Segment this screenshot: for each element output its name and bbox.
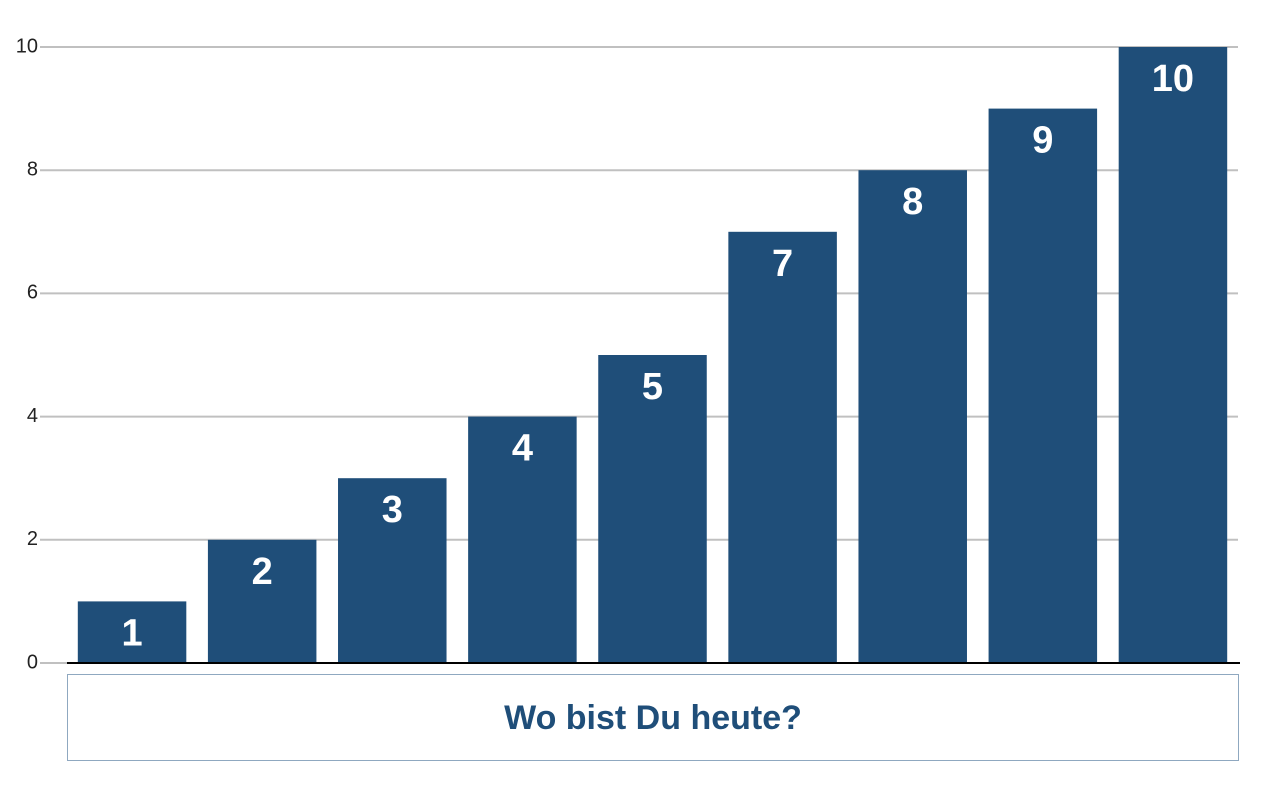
bar (468, 416, 577, 663)
data-label: 5 (642, 366, 663, 408)
data-label: 1 (121, 612, 142, 654)
data-label: 3 (382, 489, 403, 531)
data-label: 7 (772, 243, 793, 285)
y-tick-label: 6 (27, 282, 38, 304)
data-label: 2 (252, 551, 273, 593)
y-tick-label: 10 (16, 35, 38, 57)
bar (1118, 47, 1228, 663)
bar (988, 108, 1098, 664)
data-label: 10 (1152, 58, 1194, 100)
data-label: 4 (512, 428, 533, 470)
data-label: 8 (902, 181, 923, 223)
bar (728, 231, 837, 664)
bar (858, 170, 967, 663)
y-tick-label: 4 (27, 405, 38, 427)
y-tick-label: 0 (27, 651, 38, 673)
title-box (67, 674, 1239, 761)
bar (598, 355, 707, 663)
bar (207, 539, 317, 663)
y-tick-label: 2 (27, 528, 38, 550)
chart-title: Wo bist Du heute? (504, 699, 802, 737)
bar (338, 478, 447, 663)
bar (77, 601, 187, 663)
y-tick-label: 8 (27, 158, 38, 180)
data-label: 9 (1032, 120, 1053, 162)
